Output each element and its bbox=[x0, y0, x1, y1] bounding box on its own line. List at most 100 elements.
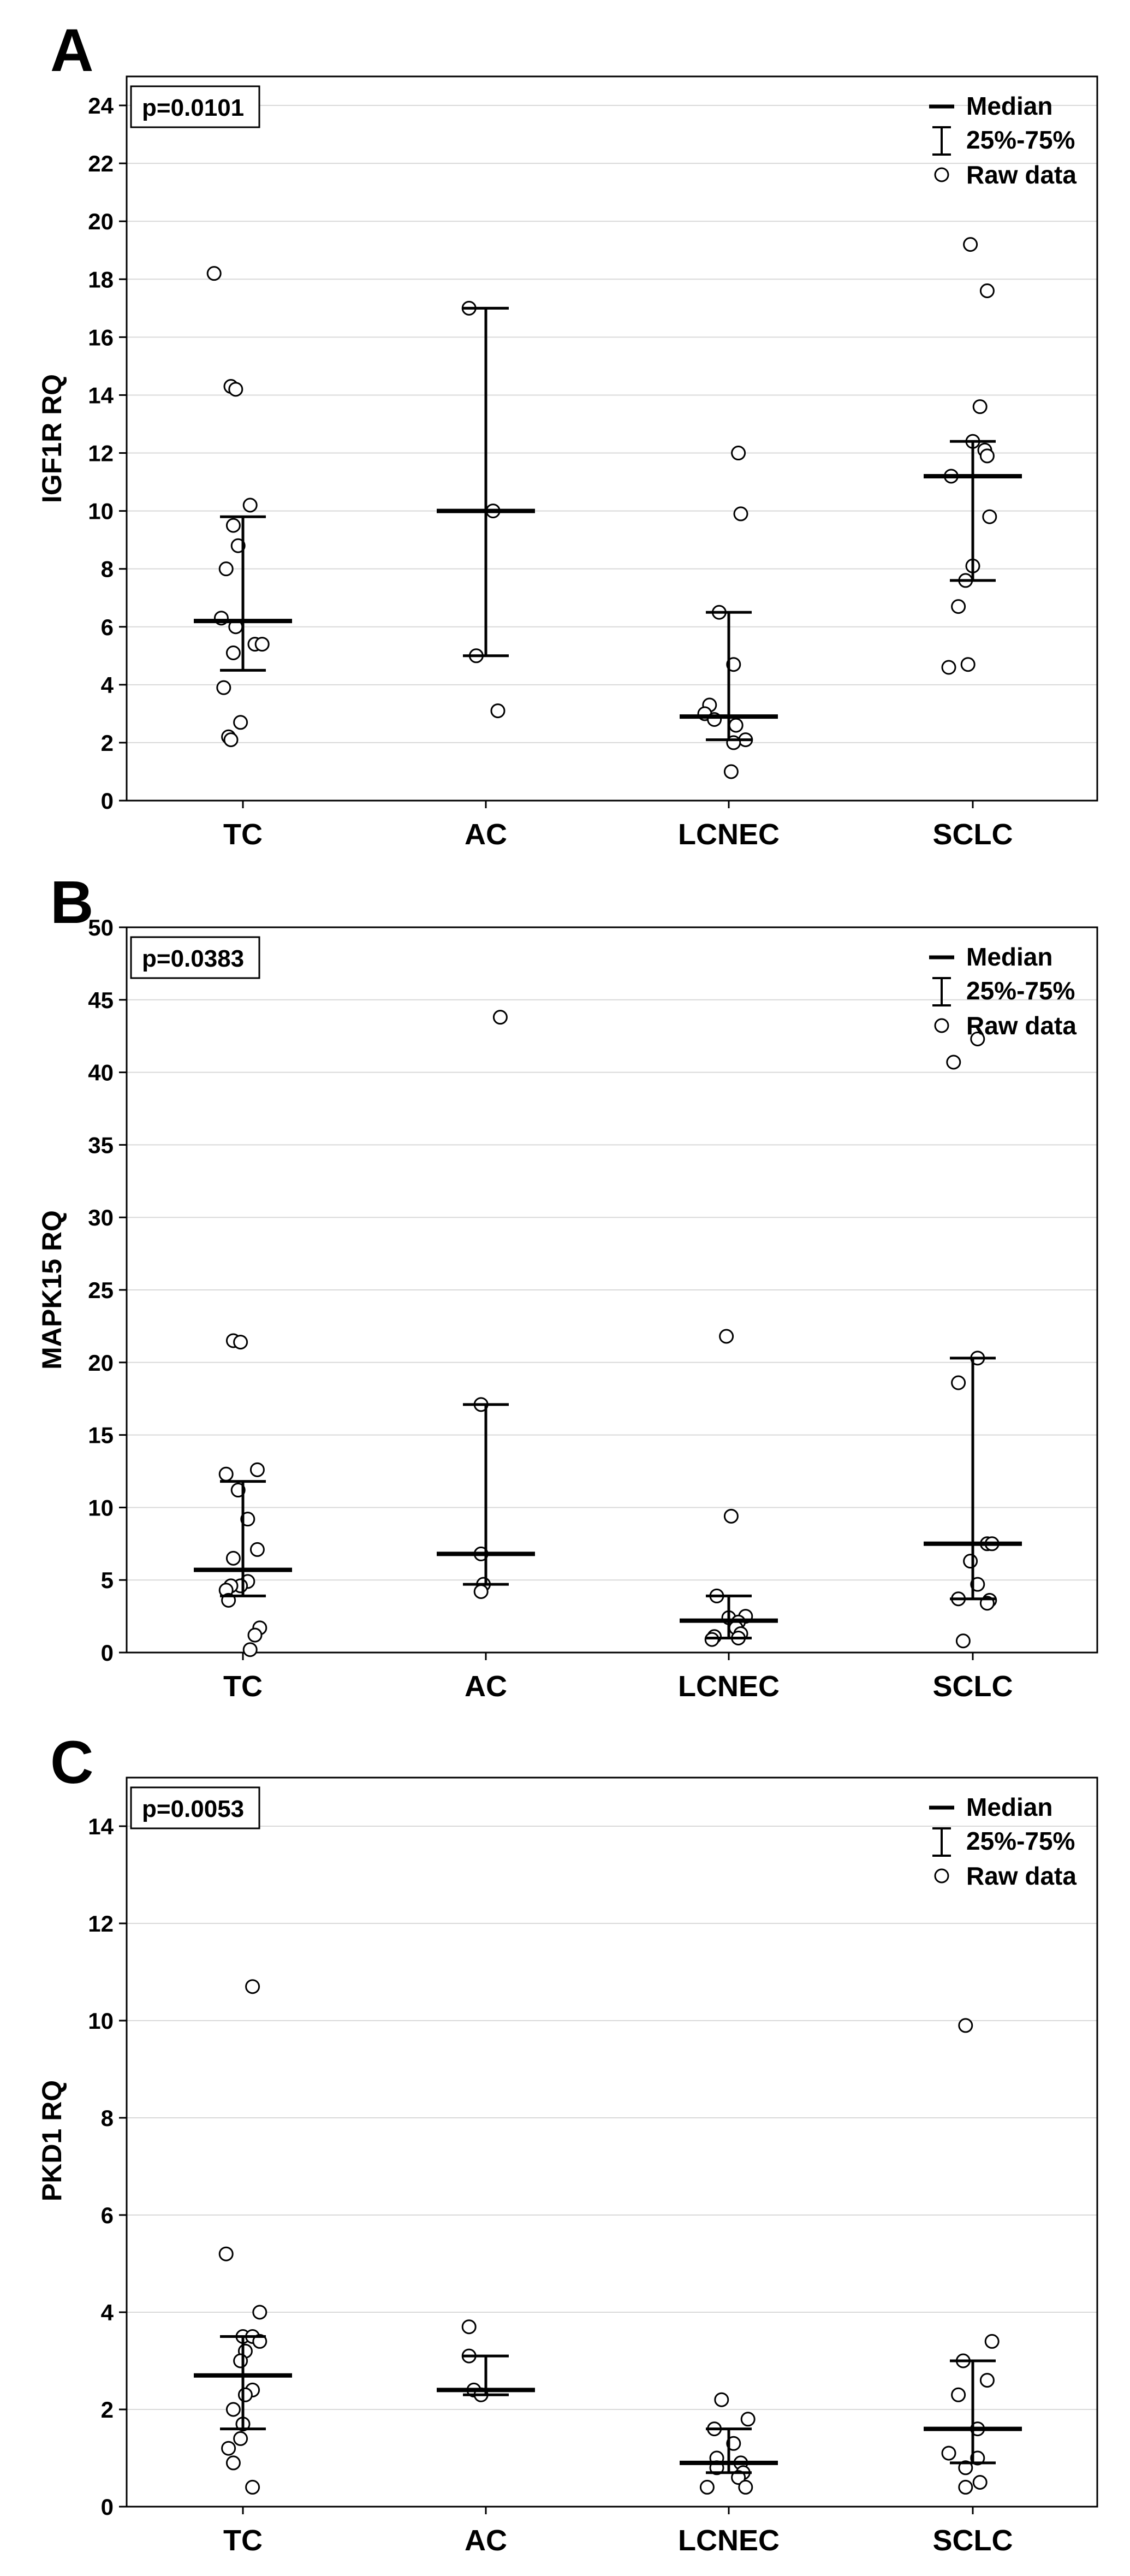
group-ac: AC bbox=[437, 1010, 535, 1703]
y-tick-label: 5 bbox=[101, 1567, 114, 1593]
data-point bbox=[704, 1632, 719, 1647]
plot-frame bbox=[126, 1776, 1098, 2508]
data-point bbox=[233, 2431, 248, 2446]
legend-raw-symbol bbox=[934, 167, 949, 182]
x-tick-label: LCNEC bbox=[678, 2524, 780, 2557]
data-point bbox=[719, 1329, 734, 1344]
data-point bbox=[970, 2450, 985, 2466]
data-point bbox=[733, 506, 748, 522]
y-tick-label: 8 bbox=[101, 2105, 114, 2131]
legend: Median 25%-75% Raw data bbox=[929, 943, 1077, 1040]
panel-letter: C bbox=[50, 1729, 93, 1796]
data-point bbox=[225, 2455, 241, 2471]
y-axis-title: MAPK15 RQ bbox=[37, 1210, 67, 1370]
legend-raw-label: Raw data bbox=[966, 161, 1077, 189]
legend-raw-label: Raw data bbox=[966, 1862, 1077, 1890]
y-tick-label: 4 bbox=[101, 672, 114, 698]
data-point bbox=[982, 509, 997, 524]
data-point bbox=[237, 2387, 253, 2402]
data-point bbox=[218, 561, 234, 577]
y-tick-label: 6 bbox=[101, 2202, 114, 2228]
p-value: p=0.0383 bbox=[142, 945, 244, 972]
data-point bbox=[979, 2373, 995, 2388]
x-tick-label: LCNEC bbox=[678, 1670, 780, 1703]
data-point bbox=[225, 645, 241, 660]
group-ac: AC bbox=[437, 2319, 535, 2557]
p-value-frame bbox=[130, 1786, 260, 1829]
data-point bbox=[699, 2479, 715, 2495]
data-point bbox=[492, 1010, 508, 1025]
data-point bbox=[972, 2475, 988, 2490]
legend-median-label: Median bbox=[966, 1793, 1052, 1821]
panel-letter: A bbox=[50, 17, 93, 84]
data-point bbox=[728, 718, 744, 733]
legend-raw-symbol bbox=[934, 1018, 949, 1033]
data-point bbox=[245, 1979, 260, 1994]
p-value-box: p=0.0101 bbox=[130, 85, 260, 128]
x-tick-label: TC bbox=[223, 2524, 263, 2557]
data-point bbox=[254, 637, 270, 652]
y-tick-label: 50 bbox=[88, 915, 114, 940]
p-value-frame bbox=[130, 936, 260, 979]
p-value: p=0.0053 bbox=[142, 1796, 244, 1822]
data-point bbox=[941, 660, 956, 675]
legend-iqr-label: 25%-75% bbox=[966, 1827, 1075, 1855]
data-point bbox=[490, 703, 505, 719]
data-point bbox=[473, 1584, 489, 1599]
p-value-frame bbox=[130, 85, 260, 128]
y-tick-label: 24 bbox=[88, 93, 114, 119]
legend-raw-label: Raw data bbox=[966, 1011, 1077, 1040]
y-tick-label: 14 bbox=[88, 1814, 114, 1839]
group-tc: TC bbox=[194, 1333, 292, 1703]
legend-median-label: Median bbox=[966, 92, 1052, 120]
data-point bbox=[225, 1550, 241, 1566]
data-point bbox=[233, 1335, 248, 1350]
y-tick-label: 35 bbox=[88, 1132, 114, 1158]
data-point bbox=[970, 1577, 985, 1592]
y-tick-label: 20 bbox=[88, 1350, 114, 1376]
data-point bbox=[731, 2470, 746, 2485]
data-point bbox=[951, 599, 966, 614]
data-point bbox=[970, 1032, 985, 1047]
y-tick-label: 30 bbox=[88, 1205, 114, 1230]
x-tick-label: SCLC bbox=[933, 1670, 1013, 1703]
data-point bbox=[225, 518, 241, 533]
y-tick-label: 10 bbox=[88, 1495, 114, 1520]
p-value-box: p=0.0383 bbox=[130, 936, 260, 979]
x-tick-label: TC bbox=[223, 818, 263, 851]
y-tick-label: 6 bbox=[101, 614, 114, 640]
data-point bbox=[941, 2445, 956, 2461]
data-point bbox=[218, 2246, 234, 2261]
y-tick-label: 18 bbox=[88, 267, 114, 292]
data-point bbox=[951, 2387, 966, 2402]
x-tick-label: LCNEC bbox=[678, 818, 780, 851]
y-tick-label: 45 bbox=[88, 987, 114, 1013]
chart-panel-c: C 0 2 4 6 8 10 12 14 PKD1 RQ TC AC LCNEC SCLC p=0.0053… bbox=[37, 1729, 1098, 2557]
data-point bbox=[955, 1633, 971, 1649]
y-tick-label: 12 bbox=[88, 441, 114, 466]
y-tick-label: 14 bbox=[88, 382, 114, 408]
y-tick-label: 8 bbox=[101, 556, 114, 582]
data-point bbox=[216, 680, 231, 695]
group-sclc: SCLC bbox=[924, 237, 1022, 851]
y-tick-label: 0 bbox=[101, 788, 114, 814]
y-tick-label: 12 bbox=[88, 1911, 114, 1937]
data-point bbox=[723, 764, 739, 779]
data-point bbox=[740, 2412, 756, 2427]
data-point bbox=[979, 283, 995, 298]
data-point bbox=[946, 1055, 961, 1070]
data-point bbox=[230, 1483, 246, 1498]
data-point bbox=[245, 2479, 260, 2495]
data-point bbox=[230, 538, 246, 553]
y-tick-label: 20 bbox=[88, 209, 114, 234]
data-point bbox=[249, 1542, 265, 1557]
data-point bbox=[242, 1642, 258, 1657]
data-point bbox=[247, 1627, 263, 1643]
legend-raw-symbol bbox=[934, 1868, 949, 1884]
data-point bbox=[958, 2018, 973, 2033]
p-value-box: p=0.0053 bbox=[130, 1786, 260, 1829]
y-tick-label: 16 bbox=[88, 324, 114, 350]
data-point bbox=[726, 2436, 741, 2451]
